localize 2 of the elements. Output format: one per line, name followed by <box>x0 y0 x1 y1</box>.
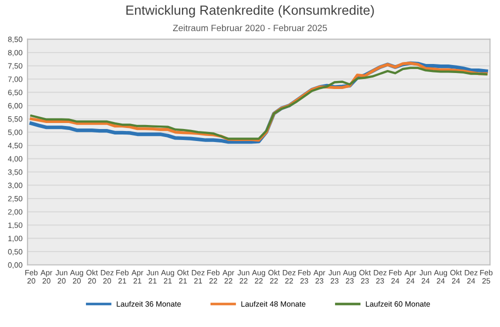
chart-title: Entwicklung Ratenkredite (Konsumkredite) <box>126 5 374 18</box>
chart-subtitle: Zeitraum Februar 2020 - Februar 2025 <box>173 24 327 32</box>
